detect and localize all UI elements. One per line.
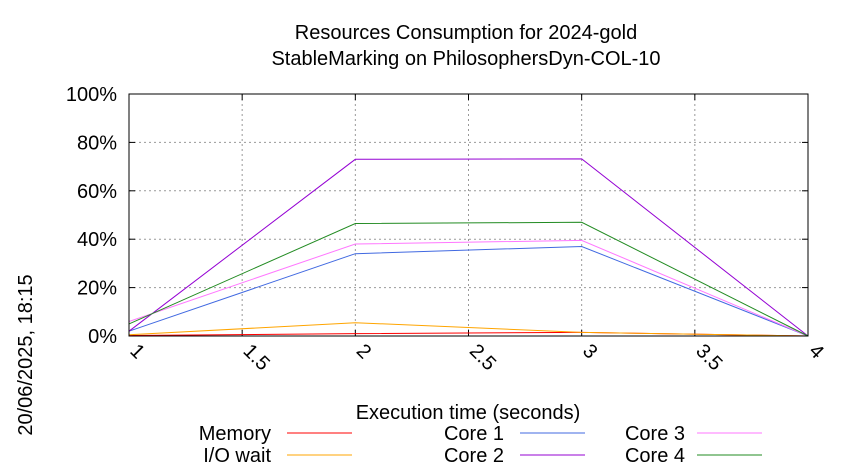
legend-label-i-o-wait: I/O wait bbox=[203, 445, 271, 467]
x-tick-label: 3.5 bbox=[691, 340, 726, 375]
chart-subtitle: StableMarking on PhilosophersDyn-COL-10 bbox=[271, 48, 660, 70]
x-tick-label: 2.5 bbox=[465, 340, 500, 375]
series-line-i-o-wait bbox=[128, 322, 809, 337]
legend-label-core-3: Core 3 bbox=[625, 423, 685, 445]
x-tick-label: 2 bbox=[352, 340, 375, 363]
y-tick-label: 80% bbox=[77, 132, 117, 154]
y-tick-label: 0% bbox=[88, 326, 117, 348]
side-timestamp: 20/06/2025, 18:15 bbox=[15, 274, 37, 435]
x-tick-label: 3 bbox=[578, 340, 601, 363]
legend-label-core-4: Core 4 bbox=[625, 445, 685, 467]
x-axis-tick-labels: 1 1.5 2 2.5 3 3.5 4 bbox=[125, 340, 827, 375]
x-tick-label: 1.5 bbox=[239, 340, 274, 375]
series-line-core-1 bbox=[128, 245, 809, 337]
x-tick-label: 1 bbox=[125, 340, 148, 363]
series-lines bbox=[128, 158, 809, 337]
y-tick-label: 40% bbox=[77, 229, 117, 251]
chart-title: Resources Consumption for 2024-gold bbox=[295, 22, 637, 44]
series-line-core-4 bbox=[128, 221, 809, 337]
y-tick-label: 100% bbox=[66, 84, 117, 106]
series-line-core-2 bbox=[128, 158, 809, 337]
x-tick-label: 4 bbox=[804, 340, 827, 363]
y-axis-tick-labels: 0% 20% 40% 60% 80% 100% bbox=[66, 84, 117, 348]
legend-label-memory: Memory bbox=[199, 423, 271, 445]
x-axis-label: Execution time (seconds) bbox=[356, 402, 581, 424]
series-line-core-3 bbox=[128, 239, 809, 337]
grid bbox=[128, 93, 809, 337]
legend-label-core-2: Core 2 bbox=[444, 445, 504, 467]
y-tick-label: 20% bbox=[77, 278, 117, 300]
y-tick-label: 60% bbox=[77, 181, 117, 203]
legend-label-core-1: Core 1 bbox=[444, 423, 504, 445]
plot-border bbox=[128, 93, 809, 337]
